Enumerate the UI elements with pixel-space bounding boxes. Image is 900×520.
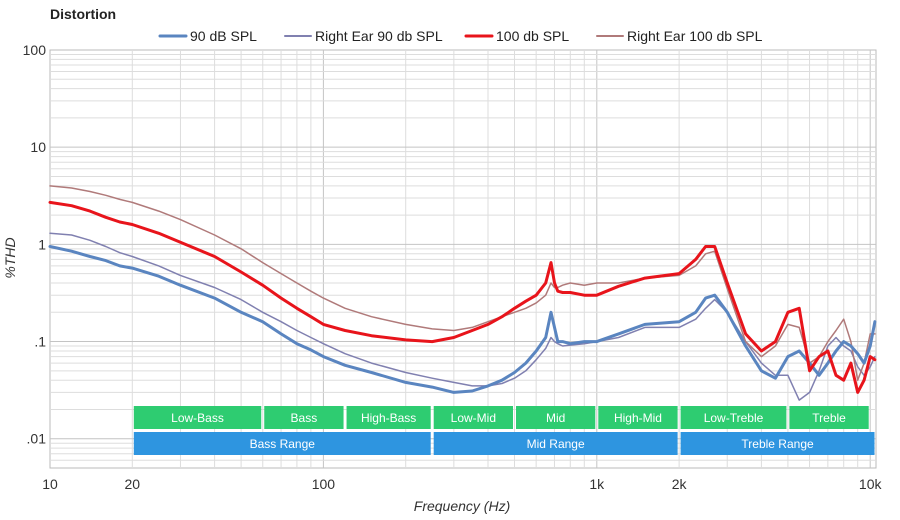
y-axis-label: %THD — [2, 237, 18, 278]
band-block — [433, 432, 678, 455]
band-label: Bass Range — [250, 437, 316, 451]
band-mid-range: Mid Range — [433, 432, 678, 455]
y-tick-label: .1 — [34, 334, 46, 350]
chart-title: Distortion — [50, 6, 116, 22]
legend-label: Right Ear 90 db SPL — [315, 28, 443, 44]
band-label: Low-Mid — [451, 411, 496, 425]
band-block — [346, 406, 431, 429]
band-bass-range: Bass Range — [133, 432, 431, 455]
legend-label: 90 dB SPL — [190, 28, 257, 44]
band-high-bass: High-Bass — [346, 406, 431, 429]
x-tick-label: 10 — [42, 476, 58, 492]
band-block — [680, 432, 875, 455]
x-tick-label: 10k — [859, 476, 883, 492]
band-label: Bass — [291, 411, 318, 425]
band-label: High-Mid — [614, 411, 662, 425]
band-high-mid: High-Mid — [598, 406, 678, 429]
legend-item: 100 db SPL — [464, 28, 569, 44]
band-low-bass: Low-Bass — [133, 406, 262, 429]
legend: 90 dB SPL Right Ear 90 db SPL 100 db SPL Ri… — [158, 28, 763, 44]
band-block — [133, 406, 262, 429]
band-block — [433, 406, 514, 429]
frequency-bands: Low-Bass Bass High-Bass Low-Mid Mid High-Mid L… — [133, 406, 875, 455]
band-label: Low-Bass — [171, 411, 224, 425]
band-label: Treble Range — [741, 437, 814, 451]
band-low-treble: Low-Treble — [680, 406, 787, 429]
band-block — [598, 406, 678, 429]
band-label: Treble — [812, 411, 846, 425]
band-block — [789, 406, 869, 429]
x-tick-label: 20 — [125, 476, 141, 492]
x-axis-ticks: 10 20 100 1k 2k 10k — [42, 476, 882, 492]
y-tick-label: 10 — [30, 139, 46, 155]
legend-item: Right Ear 90 db SPL — [284, 28, 443, 44]
band-treble: Treble — [789, 406, 869, 429]
band-treble-range: Treble Range — [680, 432, 875, 455]
x-tick-label: 100 — [312, 476, 336, 492]
band-mid: Mid — [516, 406, 596, 429]
band-bass: Bass — [264, 406, 344, 429]
band-block — [680, 406, 787, 429]
series-line-right-ear-90-db-spl — [49, 232, 876, 401]
x-axis-label: Frequency (Hz) — [414, 498, 510, 514]
x-tick-label: 2k — [672, 476, 688, 492]
band-block — [264, 406, 344, 429]
series-line-100-db-spl — [48, 200, 877, 394]
band-label: Mid Range — [527, 437, 585, 451]
grid — [49, 49, 877, 469]
legend-item: Right Ear 100 db SPL — [596, 28, 763, 44]
y-tick-label: 100 — [23, 42, 47, 58]
y-axis-ticks: 100 10 1 .1 .01 — [23, 42, 47, 447]
y-tick-label: 1 — [38, 236, 46, 252]
band-block — [133, 432, 431, 455]
band-low-mid: Low-Mid — [433, 406, 514, 429]
series-lines — [48, 185, 877, 401]
band-label: Low-Treble — [704, 411, 764, 425]
legend-label: Right Ear 100 db SPL — [627, 28, 763, 44]
band-block — [516, 406, 596, 429]
legend-label: 100 db SPL — [496, 28, 569, 44]
y-tick-label: .01 — [27, 431, 47, 447]
legend-item: 90 dB SPL — [158, 28, 257, 44]
x-tick-label: 1k — [589, 476, 605, 492]
band-label: High-Bass — [361, 411, 416, 425]
band-label: Mid — [546, 411, 565, 425]
